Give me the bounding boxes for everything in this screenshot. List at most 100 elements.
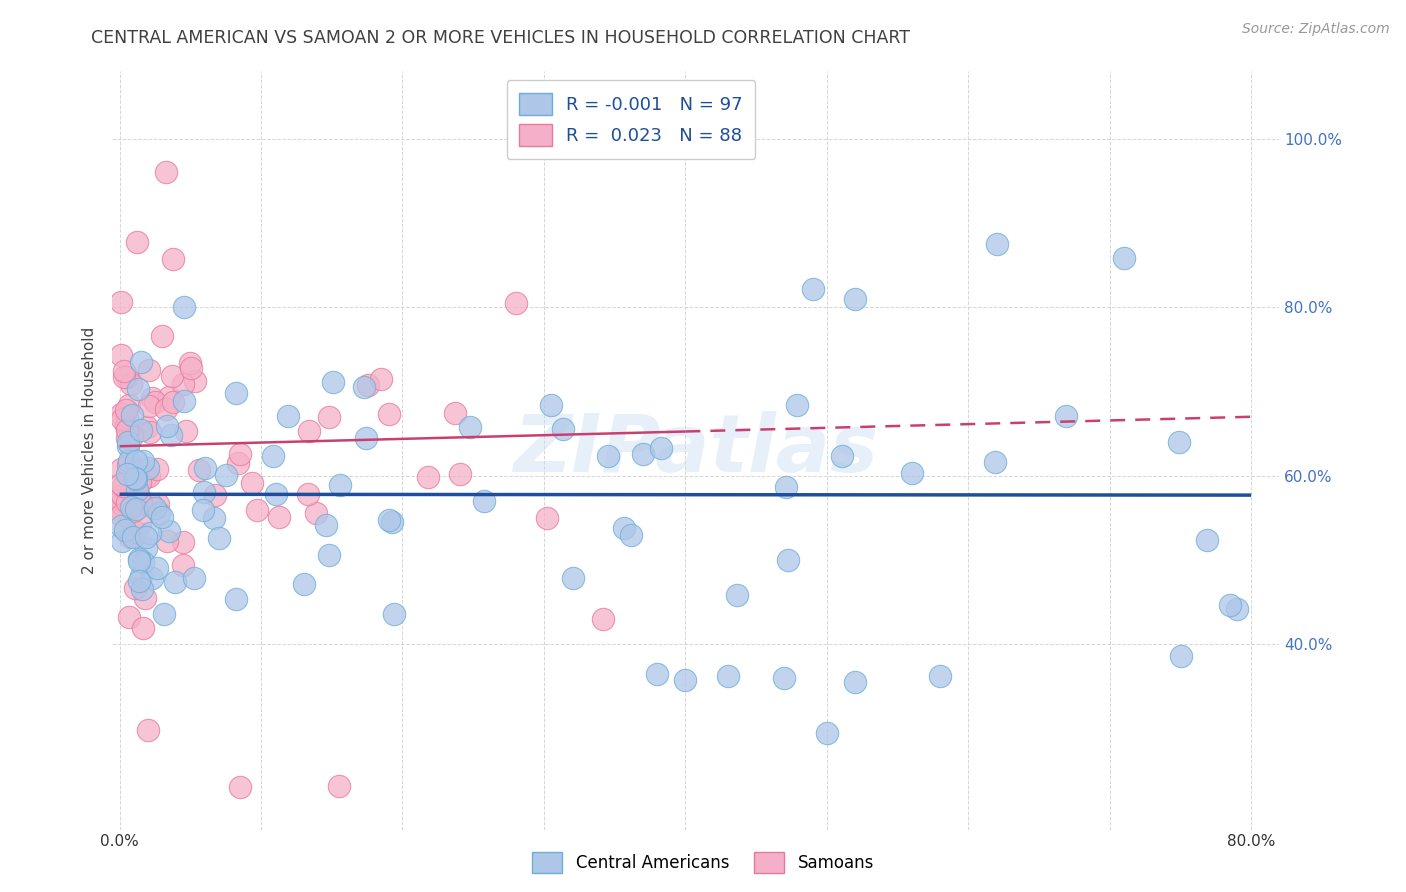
Point <box>124 472 146 486</box>
Point <box>156 418 179 433</box>
Point <box>1170 648 1192 663</box>
Point <box>117 435 139 450</box>
Point <box>505 296 527 310</box>
Point <box>139 425 162 439</box>
Point <box>111 533 134 548</box>
Point <box>174 424 197 438</box>
Point <box>129 355 152 369</box>
Point <box>121 408 143 422</box>
Point <box>131 555 153 569</box>
Point <box>148 506 170 520</box>
Point <box>129 496 152 510</box>
Point <box>322 375 344 389</box>
Point <box>801 282 824 296</box>
Point <box>135 541 157 555</box>
Point <box>136 723 159 738</box>
Point <box>173 393 195 408</box>
Text: ZIPatlas: ZIPatlas <box>513 411 879 490</box>
Point <box>1226 602 1249 616</box>
Point <box>146 497 169 511</box>
Text: Source: ZipAtlas.com: Source: ZipAtlas.com <box>1241 22 1389 37</box>
Point <box>381 515 404 529</box>
Point <box>844 292 866 306</box>
Point <box>725 588 748 602</box>
Point <box>125 483 148 497</box>
Point <box>298 424 321 438</box>
Legend: Central Americans, Samoans: Central Americans, Samoans <box>526 846 880 880</box>
Point <box>136 461 159 475</box>
Point <box>305 506 328 520</box>
Point <box>110 519 132 533</box>
Point <box>240 476 263 491</box>
Point <box>1219 598 1241 612</box>
Point <box>121 504 143 518</box>
Point <box>115 423 138 437</box>
Point <box>277 409 299 423</box>
Point <box>120 376 142 391</box>
Point <box>370 372 392 386</box>
Point <box>135 420 157 434</box>
Point <box>294 576 316 591</box>
Point <box>118 468 141 483</box>
Y-axis label: 2 or more Vehicles in Household: 2 or more Vehicles in Household <box>82 326 97 574</box>
Point <box>193 503 215 517</box>
Point <box>141 497 163 511</box>
Point <box>831 449 853 463</box>
Point <box>128 552 150 566</box>
Point <box>138 526 160 541</box>
Point <box>775 480 797 494</box>
Point <box>650 441 672 455</box>
Point <box>207 531 229 545</box>
Point <box>125 453 148 467</box>
Point <box>110 407 132 421</box>
Point <box>262 449 284 463</box>
Point <box>225 385 247 400</box>
Point <box>117 458 139 473</box>
Point <box>114 523 136 537</box>
Point <box>156 534 179 549</box>
Point <box>115 369 138 384</box>
Point <box>115 409 138 424</box>
Point <box>193 484 215 499</box>
Point <box>121 428 143 442</box>
Point <box>172 558 194 573</box>
Point <box>444 406 467 420</box>
Point <box>125 502 148 516</box>
Point <box>157 390 180 404</box>
Point <box>179 355 201 369</box>
Point <box>354 431 377 445</box>
Point <box>264 487 287 501</box>
Point <box>120 530 142 544</box>
Point <box>150 509 173 524</box>
Point <box>986 237 1008 252</box>
Point <box>229 780 252 795</box>
Point <box>162 252 184 267</box>
Point <box>416 470 439 484</box>
Point <box>138 469 160 483</box>
Point <box>929 669 952 683</box>
Point <box>173 300 195 314</box>
Point <box>110 508 132 522</box>
Point <box>226 456 249 470</box>
Point <box>110 492 132 507</box>
Point <box>901 466 924 480</box>
Point <box>110 462 132 476</box>
Point <box>141 571 163 585</box>
Point <box>117 398 139 412</box>
Point <box>776 553 799 567</box>
Point <box>318 409 340 424</box>
Point <box>114 418 136 433</box>
Point <box>153 607 176 621</box>
Point <box>645 666 668 681</box>
Point <box>378 513 401 527</box>
Point <box>228 447 250 461</box>
Point <box>110 497 132 511</box>
Point <box>115 403 138 417</box>
Point <box>124 581 146 595</box>
Point <box>110 488 132 502</box>
Point <box>162 368 184 383</box>
Point <box>631 447 654 461</box>
Point <box>551 422 574 436</box>
Point <box>132 621 155 635</box>
Point <box>180 361 202 376</box>
